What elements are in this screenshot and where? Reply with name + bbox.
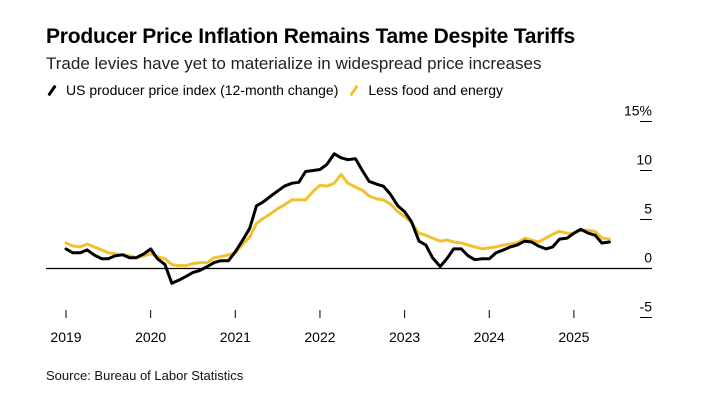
x-tick-label: 2019 — [50, 329, 81, 345]
legend-item-ppi: US producer price index (12-month change… — [46, 82, 338, 98]
legend-label-core: Less food and energy — [368, 82, 504, 98]
y-tick-label: 5 — [644, 201, 652, 217]
y-gridlines: 15% 10 5 0 -5 — [46, 103, 652, 318]
chart-subtitle: Trade levies have yet to materialize in … — [46, 54, 542, 73]
y-tick-label: 10 — [636, 152, 652, 168]
x-tick-label: 2023 — [389, 329, 420, 345]
x-tick-label: 2021 — [220, 329, 251, 345]
y-tick-label: -5 — [640, 299, 653, 315]
x-tick-label: 2025 — [558, 329, 589, 345]
y-tick-label: 0 — [644, 250, 652, 266]
legend-item-core: Less food and energy — [348, 82, 503, 98]
x-tick-label: 2020 — [135, 329, 166, 345]
chart-legend: US producer price index (12-month change… — [46, 82, 513, 98]
x-tick-label: 2024 — [474, 329, 505, 345]
series-line-ppi — [64, 152, 611, 285]
x-tick-label: 2022 — [304, 329, 335, 345]
y-tick-label: 15% — [624, 103, 652, 119]
legend-label-ppi: US producer price index (12-month change… — [66, 82, 339, 98]
chart-title: Producer Price Inflation Remains Tame De… — [46, 25, 575, 48]
series-lines — [64, 152, 611, 285]
x-axis: 2019 2020 2021 2022 2023 2024 2025 — [50, 310, 590, 345]
source-note: Source: Bureau of Labor Statistics — [46, 368, 244, 383]
